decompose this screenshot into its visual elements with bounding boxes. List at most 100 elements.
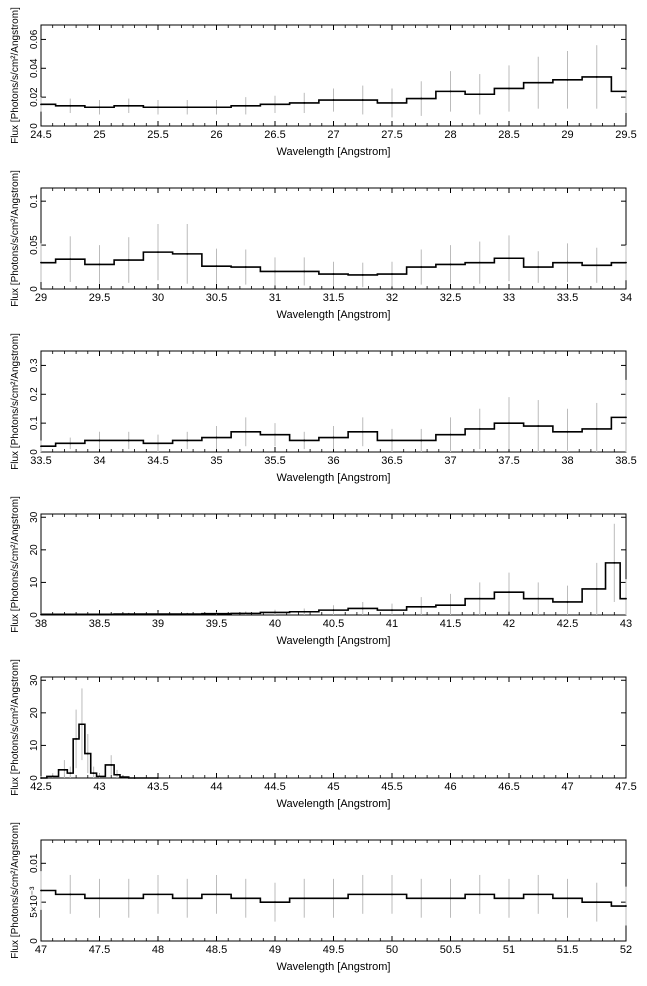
histogram-line [41,723,158,779]
data-point [595,588,598,590]
data-point [75,738,77,740]
x-tick-label: 42.5 [557,618,578,630]
data-point [127,897,130,900]
data-point [391,102,393,104]
x-tick-label: 35.5 [264,455,285,467]
data-point [361,430,364,433]
x-tick-label: 51.5 [557,944,578,956]
data-point [595,901,598,904]
x-tick-label: 37.5 [498,455,519,467]
data-point [40,103,42,106]
data-point [133,777,136,779]
data-point [595,428,598,430]
x-tick-label: 42.5 [30,781,51,793]
data-point [361,274,364,276]
x-tick-label: 29.5 [615,129,636,141]
data-point [478,893,481,896]
data-point [215,436,218,439]
data-point [40,777,42,779]
series-1 [40,224,627,288]
y-tick-label: 0 [29,775,40,781]
data-point [157,613,159,615]
data-point [537,266,540,268]
x-tick-label: 38.5 [89,618,110,630]
data-point [69,772,72,775]
data-point [595,76,598,78]
data-point [69,442,72,445]
y-tick-label: 0.05 [29,235,40,255]
data-point [508,897,510,900]
y-tick-label: 0.04 [29,58,40,78]
histogram-line [41,251,626,276]
data-point [40,261,42,264]
x-tick-label: 49 [269,944,281,956]
data-point [110,764,113,766]
data-point [625,261,627,264]
data-point [537,893,540,896]
data-point [537,81,540,84]
data-point [332,273,335,275]
data-point [508,87,510,90]
y-tick-label: 10 [29,739,40,751]
data-point [116,773,118,776]
x-tick-label: 47.5 [615,781,636,793]
series-1 [40,45,627,118]
data-point [332,436,335,439]
x-tick-label: 46 [444,781,456,793]
x-tick-label: 28.5 [498,129,519,141]
data-point [537,425,540,427]
x-tick-label: 41.5 [440,618,461,630]
x-tick-label: 45 [327,781,339,793]
y-tick-label: 0 [29,938,40,944]
data-point [391,439,393,442]
y-tick-label: 0.06 [29,29,40,49]
data-point [69,258,72,261]
data-point [420,266,423,268]
data-point [98,106,101,109]
chart-panel-1: 24.5 25 25.5 26 26.5 27 27.5 28 28.5 29 29.5 0 0.02 0… [10,7,637,158]
data-point [537,597,540,600]
data-point [81,723,83,726]
y-tick-label: 20 [29,707,40,719]
chart-panel-5: 42.5 43 43.5 44 44.5 45 45.5 46 46.5 47 47.5 0 10 20 3… [10,659,637,810]
x-tick-label: 39 [152,618,164,630]
data-point [420,97,423,100]
chart-panel-3: 33.5 34 34.5 35 35.5 36 36.5 37 37.5 38 38.5 0 0.1 0.… [10,333,637,484]
data-point [625,905,627,907]
data-point [391,273,393,275]
data-point [303,610,306,613]
y-tick-label: 0.2 [29,387,40,401]
data-point [566,78,569,81]
x-tick-label: 24.5 [30,129,51,141]
data-point [92,772,95,775]
x-tick-label: 37 [444,455,456,467]
data-point [157,251,159,254]
data-point [478,597,481,600]
data-point [215,612,218,615]
data-point [186,613,189,615]
data-point [40,889,42,892]
data-point [186,897,189,900]
data-point [98,263,101,266]
x-tick-label: 31.5 [323,292,344,304]
data-point [274,103,276,106]
x-tick-label: 32.5 [440,292,461,304]
x-axis-label: Wavelength [Angstrom] [277,309,391,321]
data-point [63,768,66,771]
x-tick-label: 50.5 [440,944,461,956]
x-tick-label: 29 [561,129,573,141]
data-point [122,776,124,778]
data-point [303,102,306,104]
data-point [215,106,218,109]
data-point [361,893,364,896]
x-tick-label: 40.5 [323,618,344,630]
y-tick-label: 20 [29,544,40,556]
data-point [98,775,101,778]
data-point [86,752,89,755]
data-point [566,261,569,264]
x-tick-label: 43.5 [147,781,168,793]
data-point [508,257,510,260]
data-point [449,897,452,900]
data-point [186,439,189,442]
x-tick-label: 41 [386,618,398,630]
